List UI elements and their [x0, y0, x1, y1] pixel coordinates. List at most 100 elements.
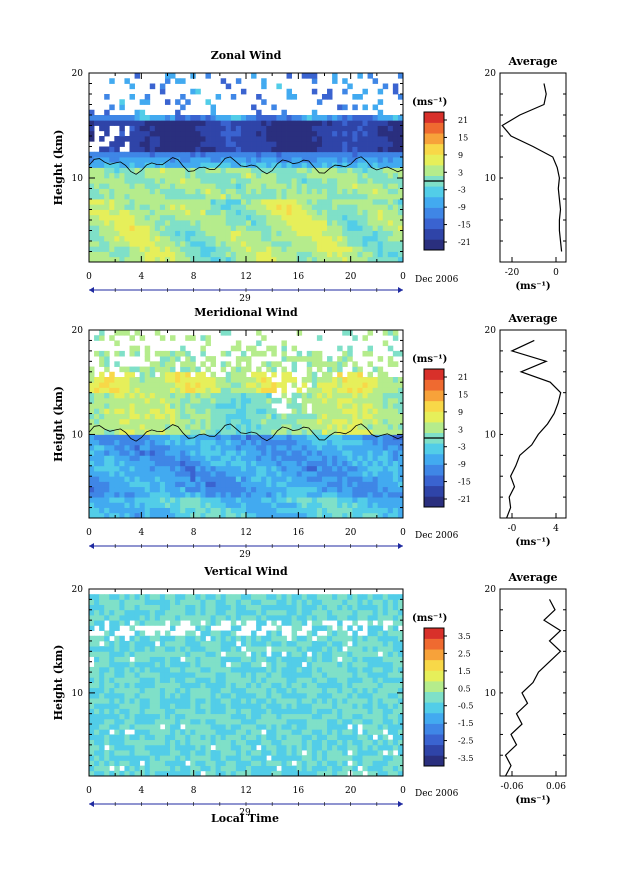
heatmap-cell — [368, 241, 373, 247]
heatmap-cell — [281, 497, 286, 503]
heatmap-cell — [287, 492, 292, 498]
heatmap-cell — [317, 210, 322, 216]
heatmap-cell — [160, 152, 165, 158]
heatmap-cell — [271, 382, 276, 388]
heatmap-cell — [114, 361, 119, 367]
heatmap-cell — [327, 356, 332, 362]
heatmap-cell — [368, 215, 373, 221]
heatmap-cell — [135, 351, 140, 357]
heatmap-cell — [231, 393, 236, 399]
heatmap-cell — [109, 502, 114, 508]
heatmap-cell — [216, 766, 221, 772]
heatmap-cell — [388, 236, 393, 242]
heatmap-cell — [281, 445, 286, 451]
heatmap-cell — [216, 729, 221, 735]
heatmap-cell — [292, 215, 297, 221]
heatmap-cell — [241, 162, 246, 168]
heatmap-cell — [211, 445, 216, 451]
heatmap-cell — [276, 688, 281, 694]
colorbar-tick-label: 15 — [458, 390, 468, 399]
heatmap-cell — [256, 147, 261, 153]
heatmap-cell — [236, 173, 241, 179]
heatmap-cell — [327, 236, 332, 242]
heatmap-cell — [221, 126, 226, 132]
heatmap-cell — [312, 78, 317, 84]
heatmap-cell — [256, 225, 261, 231]
heatmap-cell — [114, 476, 119, 482]
heatmap-cell — [185, 246, 190, 252]
heatmap-cell — [124, 382, 129, 388]
heatmap-cell — [160, 445, 165, 451]
heatmap-cell — [388, 131, 393, 137]
heatmap-cell — [124, 719, 129, 725]
heatmap-cell — [261, 393, 266, 399]
heatmap-cell — [145, 183, 150, 189]
heatmap-cell — [266, 225, 271, 231]
heatmap-cell — [124, 414, 129, 420]
heatmap-cell — [145, 760, 150, 766]
heatmap-cell — [216, 398, 221, 404]
colorbar-tick-label: -15 — [458, 478, 471, 487]
heatmap-cell — [200, 440, 205, 446]
heatmap-cell — [205, 724, 210, 730]
heatmap-cell — [362, 471, 367, 477]
heatmap-cell — [114, 471, 119, 477]
heatmap-cell — [297, 131, 302, 137]
heatmap-cell — [114, 194, 119, 200]
heatmap-cell — [266, 461, 271, 467]
heatmap-cell — [388, 487, 393, 493]
heatmap-cell — [271, 455, 276, 461]
heatmap-cell — [145, 698, 150, 704]
heatmap-cell — [165, 115, 170, 121]
heatmap-cell — [114, 382, 119, 388]
heatmap-cell — [99, 204, 104, 210]
heatmap-cell — [337, 714, 342, 720]
heatmap-cell — [347, 346, 352, 352]
heatmap-cell — [322, 408, 327, 414]
heatmap-cell — [135, 346, 140, 352]
heatmap-cell — [332, 476, 337, 482]
heatmap-cell — [266, 766, 271, 772]
heatmap-cell — [175, 231, 180, 237]
heatmap-cell — [251, 445, 256, 451]
heatmap-cell — [281, 340, 286, 346]
heatmap-cell — [312, 419, 317, 425]
heatmap-cell — [362, 204, 367, 210]
heatmap-cell — [256, 766, 261, 772]
heatmap-cell — [119, 220, 124, 226]
heatmap-cell — [271, 445, 276, 451]
heatmap-cell — [388, 403, 393, 409]
heatmap-cell — [256, 760, 261, 766]
heatmap-cell — [236, 189, 241, 195]
heatmap-cell — [140, 225, 145, 231]
heatmap-cell — [221, 724, 226, 730]
heatmap-cell — [347, 189, 352, 195]
heatmap-cell — [190, 178, 195, 184]
heatmap-cell — [216, 440, 221, 446]
heatmap-cell — [256, 340, 261, 346]
heatmap-cell — [135, 745, 140, 751]
heatmap-cell — [287, 115, 292, 121]
heatmap-cell — [302, 173, 307, 179]
heatmap-cell — [226, 210, 231, 216]
heatmap-cell — [246, 246, 251, 252]
heatmap-cell — [352, 215, 357, 221]
heatmap-cell — [317, 481, 322, 487]
heatmap-cell — [378, 377, 383, 383]
heatmap-cell — [261, 131, 266, 137]
heatmap-cell — [99, 210, 104, 216]
heatmap-cell — [322, 387, 327, 393]
heatmap-cell — [307, 714, 312, 720]
colorbar-tick-label: -3 — [458, 186, 466, 195]
heatmap-cell — [292, 152, 297, 158]
heatmap-cell — [251, 393, 256, 399]
heatmap-cell — [302, 73, 307, 79]
heatmap-cell — [393, 497, 398, 503]
heatmap-cell — [256, 136, 261, 142]
heatmap-cell — [205, 382, 210, 388]
heatmap-cell — [322, 745, 327, 751]
heatmap-cell — [221, 173, 226, 179]
heatmap-cell — [292, 508, 297, 514]
heatmap-cell — [140, 708, 145, 714]
heatmap-cell — [271, 126, 276, 132]
